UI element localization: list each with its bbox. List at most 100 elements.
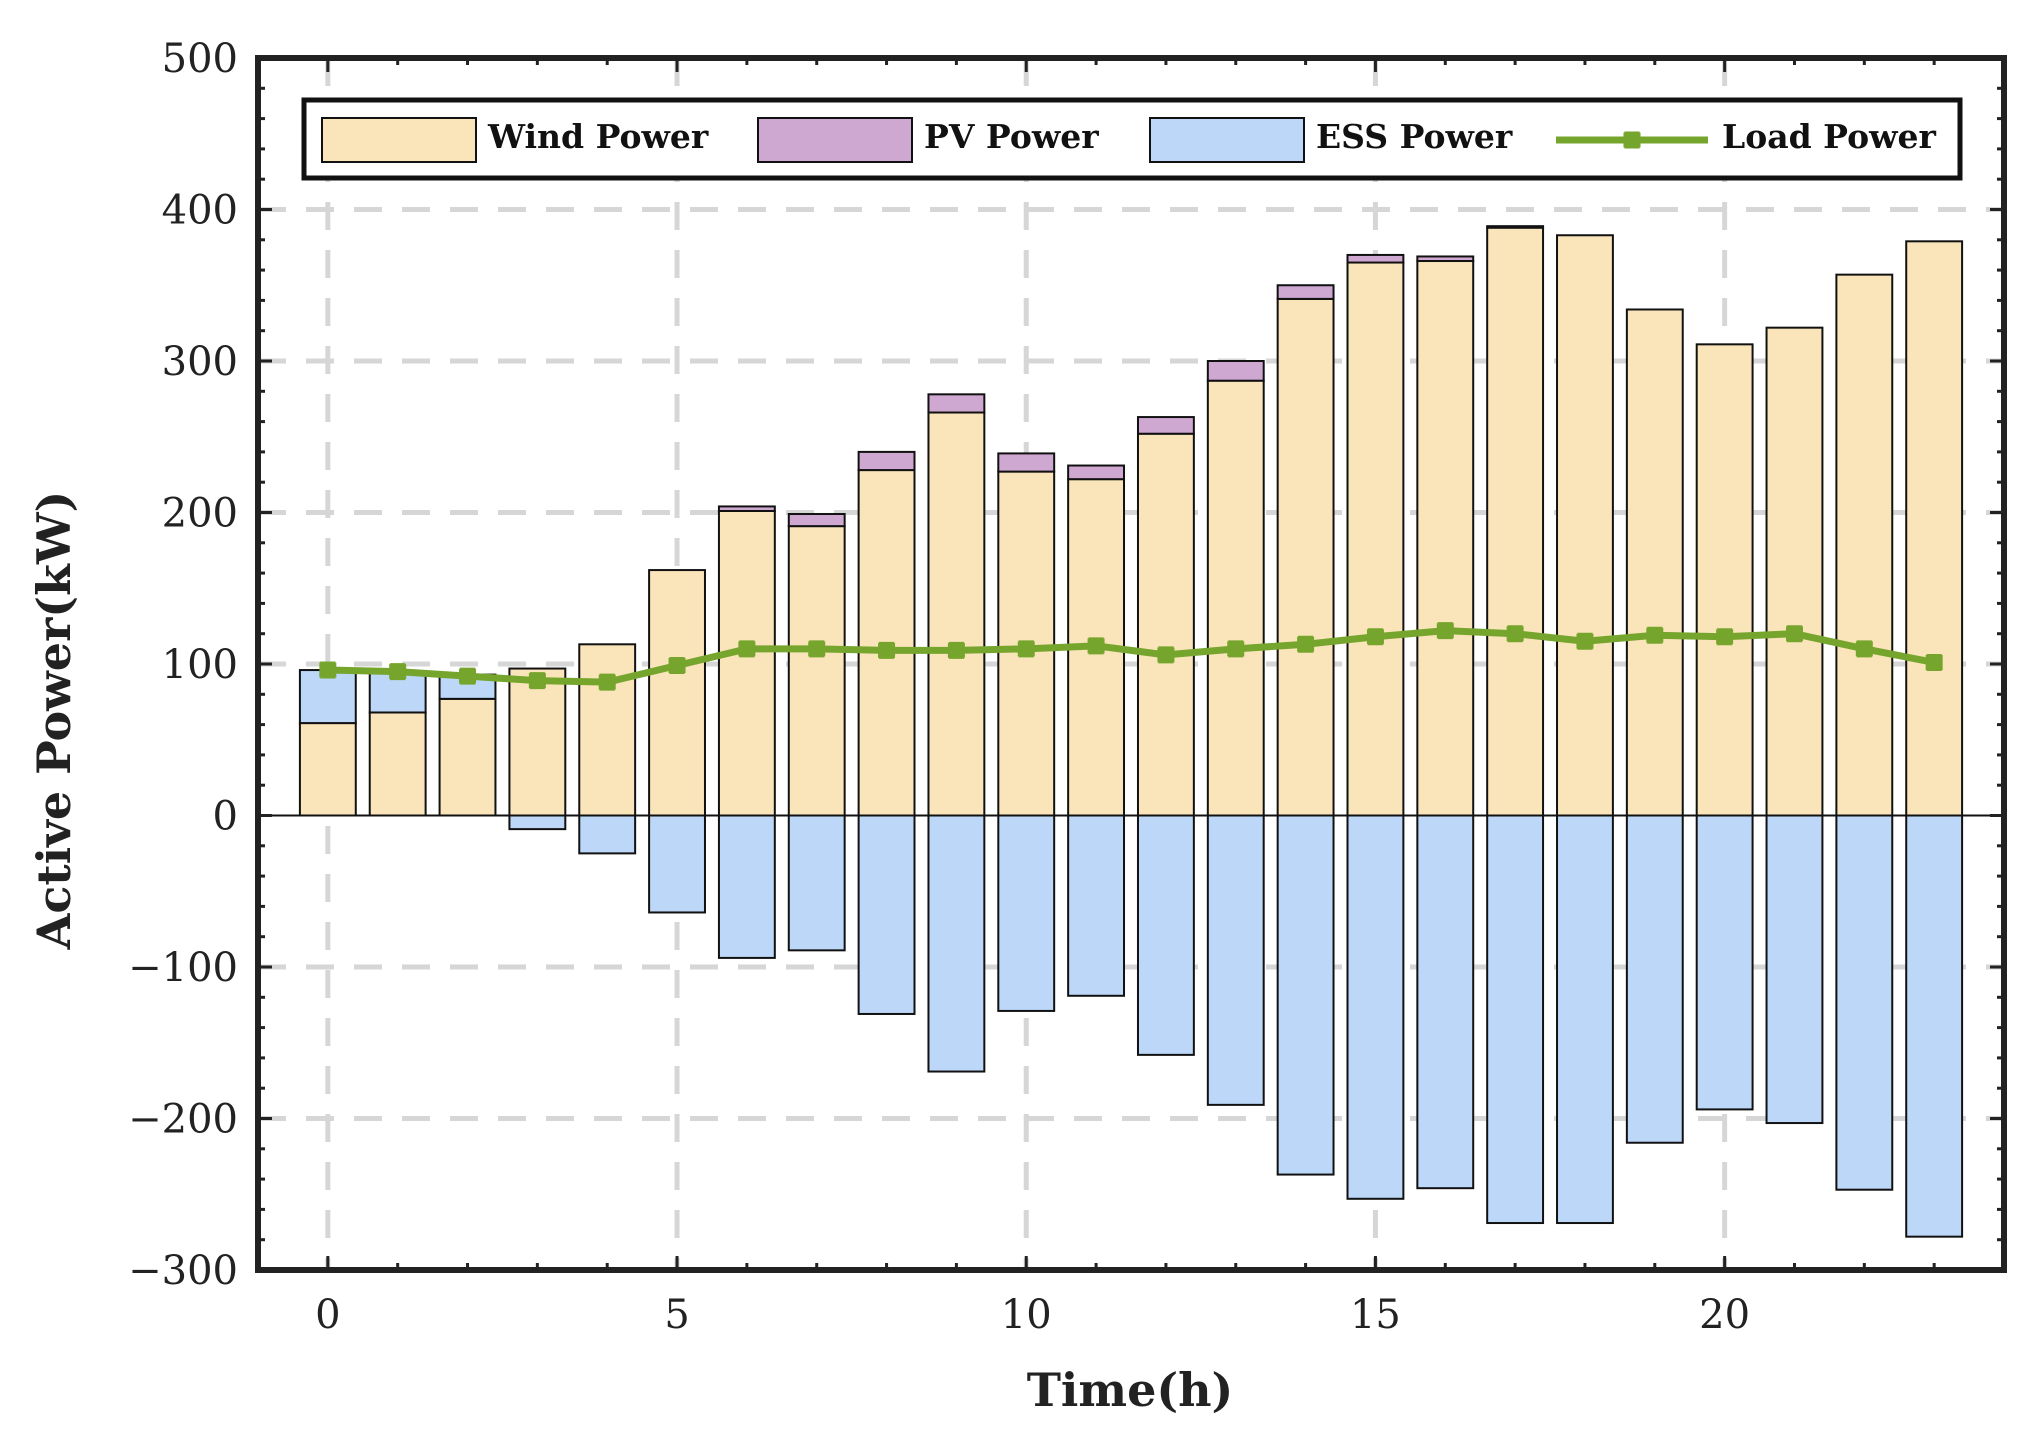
load-power-point: [1646, 626, 1664, 644]
load-power-point: [1227, 640, 1245, 658]
pv-power-bar: [1346, 253, 1405, 264]
pv-power-bar: [1276, 284, 1335, 300]
wind-power-bar: [368, 711, 427, 817]
pv-power-bar: [1486, 225, 1545, 229]
x-tick-label: 10: [1001, 1292, 1052, 1338]
wind-power-bar: [1695, 343, 1754, 817]
wind-power-bar: [298, 722, 357, 817]
x-tick-label: 20: [1699, 1292, 1750, 1338]
ess-power-bar: [997, 814, 1056, 1012]
y-tick-label: 0: [213, 794, 238, 840]
pv-power-bar: [927, 393, 986, 414]
wind-power-bar: [717, 509, 776, 817]
wind-power-bar: [1276, 297, 1335, 817]
load-power-point: [459, 667, 477, 685]
pv-power-bar: [1206, 360, 1265, 382]
load-power-point: [1157, 646, 1175, 664]
wind-power-bar: [648, 569, 706, 817]
load-power-point: [598, 673, 616, 691]
ess-power-bar: [1486, 814, 1545, 1225]
ess-power-bar: [1765, 814, 1824, 1125]
legend-label-load-power: Load Power: [1722, 117, 1937, 156]
ess-power-bar: [1416, 814, 1475, 1190]
ess-power-bar: [857, 814, 916, 1015]
pv-power-bar: [787, 513, 846, 528]
x-tick-label: 5: [664, 1292, 689, 1338]
load-power-point: [1855, 640, 1873, 658]
ess-power-bar: [1276, 814, 1335, 1176]
ess-power-bar: [298, 669, 357, 725]
wind-power-bar: [578, 643, 637, 817]
pv-power-bar: [997, 452, 1056, 473]
y-tick-label: 300: [162, 339, 238, 385]
legend-label-wind-power: Wind Power: [487, 117, 709, 156]
y-tick-label: 100: [162, 642, 238, 688]
ess-power-bar: [1556, 814, 1614, 1225]
load-power-point: [1576, 632, 1594, 650]
wind-power-bar: [1556, 234, 1614, 817]
load-power-series-line: [327, 627, 1935, 686]
y-tick-label: 500: [162, 36, 238, 82]
x-axis-title: Time(h): [1027, 1363, 1234, 1417]
wind-power-bar: [1625, 308, 1684, 817]
wind-power-bar: [787, 525, 846, 817]
legend: Wind Power PV Power ESS Power Load Power: [301, 97, 1963, 181]
bar-marks: [298, 225, 1964, 1238]
y-axis-title: Active Power(kW): [27, 491, 81, 951]
y-tick-label: 400: [162, 188, 238, 234]
y-tick-label: −200: [128, 1097, 238, 1143]
wind-power-bar: [1206, 379, 1265, 817]
load-power-point: [947, 641, 965, 659]
wind-power-bar: [438, 697, 497, 817]
load-power-line: [319, 622, 1943, 691]
pv-power-bar: [1067, 464, 1126, 481]
load-power-point: [1087, 637, 1105, 655]
x-tick-label: 15: [1350, 1292, 1401, 1338]
ess-power-bar: [1905, 814, 1964, 1238]
ess-power-bar: [508, 814, 567, 831]
ess-power-bar: [787, 814, 846, 952]
ess-power-bar: [578, 814, 637, 855]
ess-power-bar: [717, 814, 776, 959]
wind-power-bar: [927, 411, 986, 817]
load-power-point: [878, 641, 896, 659]
ess-power-bar: [648, 814, 706, 914]
ess-power-bar: [1206, 814, 1265, 1106]
load-power-point: [1785, 625, 1803, 643]
y-tick-label: −300: [128, 1248, 238, 1294]
load-power-point: [1436, 622, 1454, 640]
wind-power-bar: [1835, 273, 1894, 817]
wind-power-bar: [508, 667, 567, 817]
legend-marker-load-power: [1623, 131, 1641, 149]
load-power-point: [1925, 653, 1943, 671]
load-power-point: [738, 640, 756, 658]
pv-power-bar: [1416, 255, 1475, 263]
pv-power-bar: [857, 450, 916, 472]
ess-power-bar: [1346, 814, 1405, 1200]
y-tick-label: 200: [162, 491, 238, 537]
legend-label-pv-power: PV Power: [924, 117, 1099, 156]
y-tick-label: −100: [128, 945, 238, 991]
pv-power-bar: [717, 505, 776, 512]
load-power-point: [1716, 628, 1734, 646]
load-power-point: [319, 661, 337, 679]
load-power-point: [668, 657, 686, 675]
legend-swatch-wind-power: [321, 117, 477, 163]
pv-power-bar: [1136, 416, 1195, 435]
load-power-point: [1297, 635, 1315, 653]
x-tick-label: 0: [315, 1292, 340, 1338]
wind-power-bar: [1416, 260, 1475, 817]
wind-power-bar: [1346, 261, 1405, 817]
load-power-point: [528, 672, 546, 690]
ess-power-bar: [1067, 814, 1126, 997]
wind-power-bar: [1765, 326, 1824, 817]
legend-swatch-pv-power: [757, 117, 913, 163]
ess-power-bar: [1625, 814, 1684, 1144]
ess-power-bar: [1695, 814, 1754, 1111]
load-power-point: [389, 663, 407, 681]
wind-power-bar: [1905, 240, 1964, 817]
load-power-point: [1366, 628, 1384, 646]
load-power-point: [808, 640, 826, 658]
load-power-point: [1506, 625, 1524, 643]
